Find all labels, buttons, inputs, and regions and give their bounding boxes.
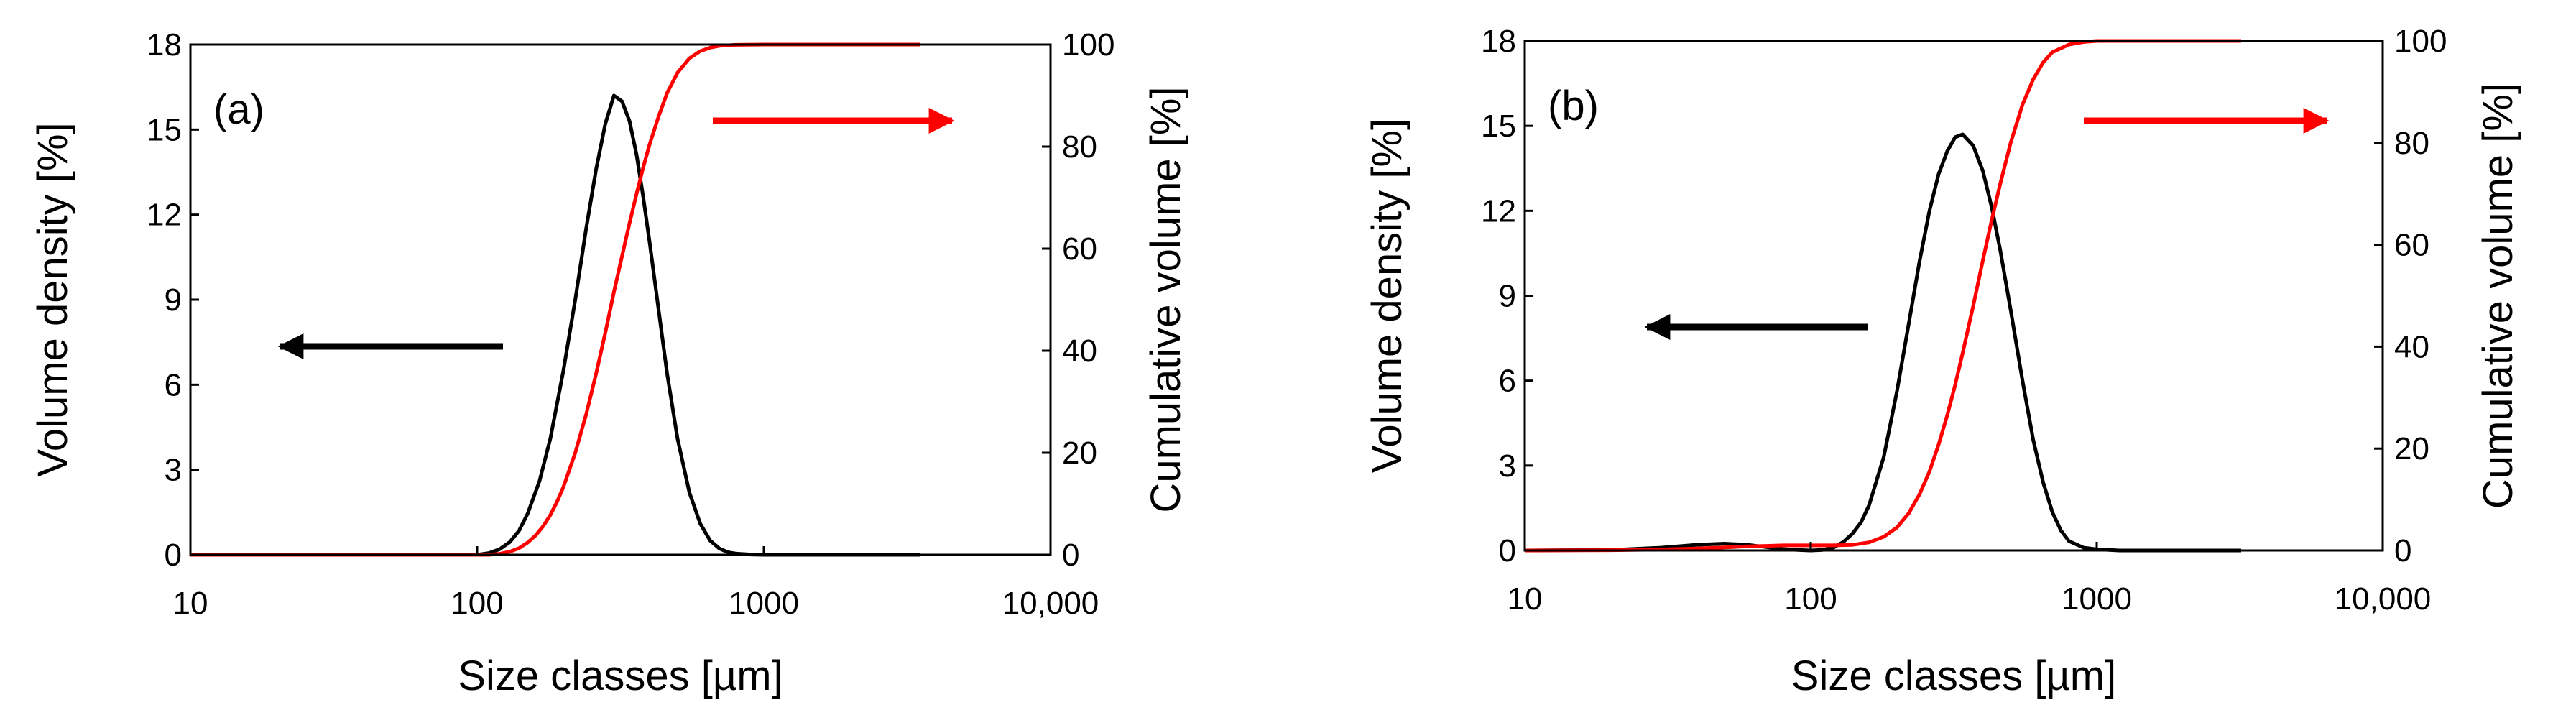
panel-label: (b)	[1548, 83, 1599, 129]
y2-tick-label: 0	[1062, 538, 1079, 573]
x-axis-title: Size classes [µm]	[458, 653, 783, 699]
y-tick-label: 12	[147, 198, 182, 233]
x-tick-label: 10,000	[1002, 586, 1099, 621]
cumulative-volume-line	[190, 42, 920, 557]
arrows-layer	[1644, 108, 2330, 340]
x-axis-title: Size classes [µm]	[1791, 653, 2116, 699]
plot-frame	[1523, 40, 2384, 552]
ticks-layer: 10 100 1000 10,000 0 3 6 9 12 15 18 0 20 40 60 80 100	[147, 27, 1114, 621]
x-tick-label: 1000	[2062, 581, 2132, 617]
y2-tick-label: 20	[2394, 431, 2429, 466]
y-tick-label: 12	[1481, 193, 1516, 229]
x-tick-label: 1000	[729, 586, 799, 621]
y2-tick-label: 80	[2394, 126, 2429, 161]
y2-tick-label: 40	[2394, 329, 2429, 364]
x-tick-label: 10	[1508, 581, 1543, 617]
x-tick-label: 100	[451, 586, 503, 621]
chart-panel-a: 10 100 1000 10,000 0 3 6 9 12 15 18 0 20 40 60 80 100 (a…	[29, 27, 1189, 699]
arrows-layer	[277, 108, 955, 359]
y2-tick-label: 80	[1062, 129, 1097, 165]
series-layer	[190, 42, 920, 557]
y-tick-label: 6	[165, 367, 182, 402]
series-layer	[1524, 39, 2241, 553]
y-tick-label: 6	[1499, 364, 1516, 399]
y-tick-label: 9	[165, 282, 182, 318]
y-tick-label: 18	[147, 27, 182, 63]
y2-tick-label: 100	[1062, 27, 1114, 63]
y-tick-label: 15	[147, 112, 182, 147]
y-tick-label: 15	[1481, 109, 1516, 144]
y2-axis-title: Cumulative volume [%]	[1142, 86, 1189, 512]
volume-density-line	[190, 93, 920, 557]
y2-axis-title: Cumulative volume [%]	[2475, 83, 2521, 509]
chart-panel-b: 10 100 1000 10,000 0 3 6 9 12 15 18 0 20 40 60 80 100 (b…	[1364, 24, 2521, 699]
y-axis-title: Volume density [%]	[1364, 119, 1411, 473]
y-tick-label: 0	[1499, 533, 1516, 568]
cumulative-volume-line	[1524, 39, 2241, 553]
y-tick-label: 18	[1481, 24, 1516, 59]
y2-tick-label: 20	[1062, 436, 1097, 471]
y-tick-label: 0	[165, 538, 182, 573]
y2-tick-label: 60	[1062, 231, 1097, 267]
y-tick-label: 9	[1499, 279, 1516, 314]
x-tick-label: 100	[1784, 581, 1837, 617]
y2-tick-label: 60	[2394, 228, 2429, 263]
x-tick-label: 10,000	[2335, 581, 2432, 617]
panel-label: (a)	[213, 86, 264, 133]
y-tick-label: 3	[165, 453, 182, 488]
y2-tick-label: 40	[1062, 333, 1097, 369]
y2-tick-label: 0	[2394, 533, 2411, 568]
volume-density-line	[1524, 132, 2241, 553]
ticks-layer: 10 100 1000 10,000 0 3 6 9 12 15 18 0 20 40 60 80 100	[1481, 24, 2447, 617]
y-tick-label: 3	[1499, 448, 1516, 484]
y-axis-title: Volume density [%]	[29, 122, 76, 476]
x-tick-label: 10	[173, 586, 208, 621]
y2-tick-label: 100	[2394, 24, 2447, 59]
